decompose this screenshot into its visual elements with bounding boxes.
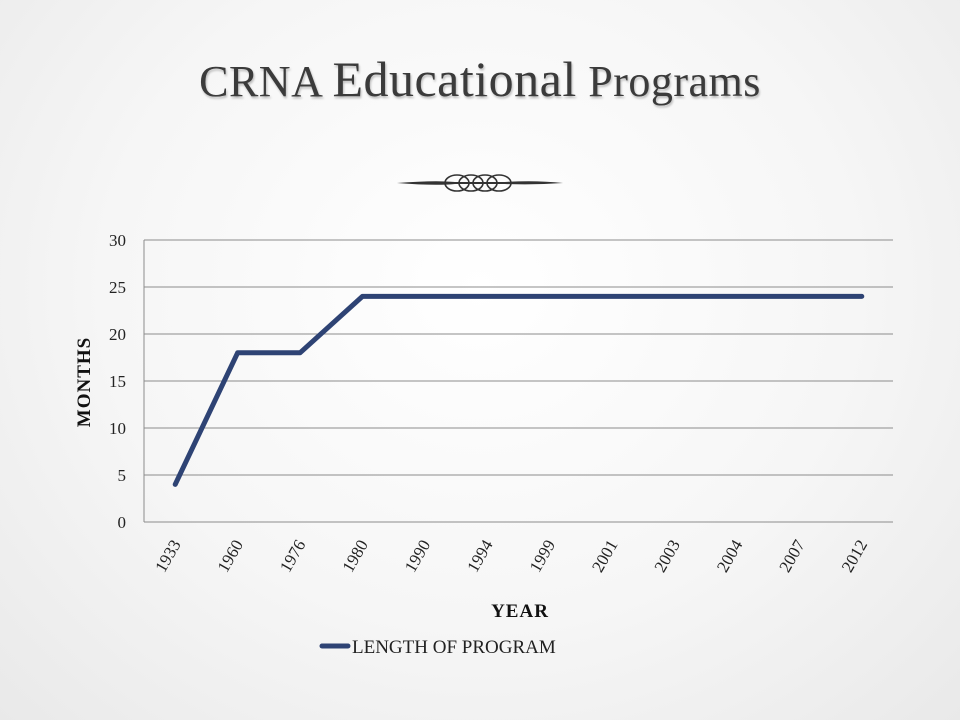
y-tick-label: 0: [118, 513, 127, 532]
x-axis-ticks: 1933 1960 1976 1980 1990 1994 1999 2001 2003 2004…: [151, 536, 871, 575]
x-tick-label: 1960: [214, 537, 247, 576]
title-part-programs: Programs: [576, 57, 761, 106]
y-axis-title: MONTHS: [74, 337, 95, 427]
y-tick-label: 15: [109, 372, 126, 391]
x-tick-label: 1990: [401, 537, 434, 576]
y-tick-label: 10: [109, 419, 126, 438]
series-layer: [172, 293, 865, 487]
x-tick-label: 1994: [463, 536, 497, 575]
x-tick-label: 2001: [588, 537, 621, 576]
y-tick-label: 25: [109, 278, 126, 297]
x-tick-label: 1976: [276, 537, 309, 576]
legend-label: LENGTH OF PROGRAM: [352, 637, 556, 658]
x-tick-label: 2012: [838, 537, 871, 576]
x-axis-title: YEAR: [491, 601, 549, 622]
title-part-crna: CRNA: [199, 57, 333, 106]
page-title: CRNA Educational Programs: [0, 50, 960, 108]
x-tick-label: 2004: [713, 536, 747, 575]
x-tick-label: 2003: [651, 537, 684, 576]
x-tick-label: 1999: [526, 537, 559, 576]
y-axis-ticks: 0 5 10 15 20 25 30: [109, 231, 126, 532]
y-tick-label: 5: [118, 466, 127, 485]
decorative-flourish-icon: [397, 174, 563, 192]
x-tick-label: 1933: [151, 537, 184, 576]
gridlines: [143, 239, 893, 523]
series-line: [172, 293, 865, 487]
x-tick-label: 1980: [338, 537, 371, 576]
y-tick-label: 20: [109, 325, 126, 344]
x-tick-label: 2007: [775, 536, 809, 575]
y-tick-label: 30: [109, 231, 126, 250]
title-part-educational: Educational: [332, 51, 577, 107]
